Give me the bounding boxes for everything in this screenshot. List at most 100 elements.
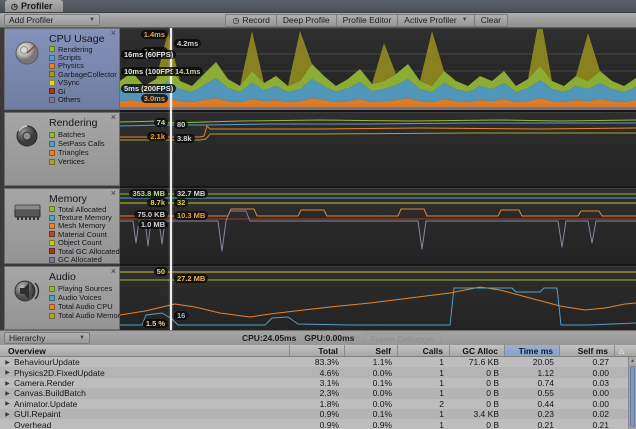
module-title: Rendering — [49, 117, 98, 129]
sort-order-icon[interactable]: △ — [618, 347, 625, 355]
column-header-self[interactable]: Self — [345, 345, 398, 356]
close-icon[interactable]: × — [110, 188, 116, 198]
gpu-time-readout: GPU:0.00ms — [304, 333, 355, 343]
legend-item[interactable]: Playing Sources — [49, 284, 119, 293]
frame-debugger-button[interactable]: Frame Debugger — [364, 332, 441, 344]
legend-item[interactable]: Vertices — [49, 157, 119, 166]
close-icon[interactable]: × — [110, 112, 116, 122]
module-rendering[interactable]: × Rendering Batches SetPass Calls Triangles V… — [4, 112, 120, 186]
legend-item[interactable]: GC Allocated — [49, 255, 119, 264]
column-header-overview[interactable]: Overview — [0, 345, 290, 356]
legend-label: Material Count — [58, 229, 107, 239]
row-time_ms-cell: 1.12 — [537, 367, 554, 378]
active-profiler-label: Active Profiler — [404, 15, 457, 25]
legend-color-swatch — [49, 62, 55, 69]
record-button[interactable]: ◷ Record — [226, 14, 277, 26]
current-frame-indicator[interactable] — [170, 28, 172, 330]
expand-arrow-icon[interactable]: ▶ — [5, 380, 10, 387]
legend-label: Rendering — [58, 44, 93, 54]
legend-item[interactable]: Gi — [49, 87, 119, 96]
value-label: 32 — [174, 198, 189, 207]
legend-item[interactable]: Total GC Allocated — [49, 246, 120, 256]
row-self-cell: 1.1% — [372, 357, 392, 368]
legend-item[interactable]: Triangles — [49, 148, 119, 157]
module-cpu[interactable]: × CPU Usage Rendering Scripts Physics Garbage… — [4, 28, 120, 110]
row-gc_alloc-cell: 0 B — [486, 367, 499, 378]
legend-item[interactable]: VSync — [49, 78, 119, 87]
expand-arrow-icon[interactable]: ▶ — [5, 359, 10, 366]
legend-item[interactable]: Scripts — [49, 53, 119, 62]
column-header-total[interactable]: Total — [290, 345, 345, 356]
scrollbar-thumb[interactable] — [630, 366, 635, 427]
expand-arrow-icon[interactable]: ▶ — [5, 390, 10, 397]
table-row[interactable]: ▶ Canvas.BuildBatch 2.3% 0.0% 1 0 B 0.55 0.00 — [0, 388, 628, 399]
rendering-chart[interactable]: 74 80 2.1k 3.8k — [120, 112, 636, 186]
close-icon[interactable]: × — [110, 266, 116, 276]
table-row[interactable]: ▶ Physics2D.FixedUpdate 4.6% 0.0% 1 0 B 1.12 0.… — [0, 367, 628, 378]
column-header-calls[interactable]: Calls — [398, 345, 450, 356]
table-row[interactable]: ▶ Camera.Render 3.1% 0.1% 1 0 B 0.74 0.03 — [0, 377, 628, 389]
row-calls-cell: 1 — [439, 367, 444, 378]
table-row[interactable]: Overhead 0.9% 0.9% 1 0 B 0.21 0.21 — [0, 419, 628, 429]
row-total-cell: 2.3% — [319, 388, 339, 399]
legend-color-swatch — [49, 214, 55, 221]
legend-item[interactable]: Batches — [49, 130, 119, 139]
add-profiler-dropdown[interactable]: Add Profiler ▼ — [4, 14, 100, 26]
module-memory[interactable]: × Memory Total Allocated Texture Memory Mesh… — [4, 188, 120, 264]
table-row[interactable]: ▶ Animator.Update 1.8% 0.0% 2 0 B 0.44 0.00 — [0, 398, 628, 410]
legend-item[interactable]: Mesh Memory — [49, 221, 119, 230]
value-label: 353.8 MB — [129, 189, 168, 198]
module-audio[interactable]: × Audio Playing Sources Audio Voices Total A… — [4, 266, 124, 330]
column-header-gc-alloc[interactable]: GC Alloc — [450, 345, 505, 356]
vertical-scrollbar[interactable]: ▲ — [628, 357, 636, 429]
table-body: ▶ BehaviourUpdate 83.3% 1.1% 1 71.6 KB 20.05 0.… — [0, 357, 628, 429]
legend-label: Batches — [58, 130, 86, 139]
rendering-icon — [12, 123, 44, 151]
column-header-time-ms[interactable]: Time ms — [505, 345, 560, 356]
legend-item[interactable]: Total Allocated — [49, 205, 119, 214]
expand-arrow-icon[interactable]: ▶ — [5, 411, 10, 418]
legend-item[interactable]: Rendering — [49, 44, 119, 54]
legend-item[interactable]: Total Audio CPU — [49, 302, 119, 311]
chevron-down-icon: ▼ — [461, 17, 468, 23]
clear-button[interactable]: Clear — [474, 14, 507, 26]
audio-chart[interactable]: 50 27.2 MB 16 1.5 % — [120, 266, 636, 330]
memory-chart[interactable]: 353.8 MB 32.7 MB 8.7k 32 75.0 KB 10.3 MB 1.0 M… — [120, 188, 636, 264]
expand-arrow-icon[interactable]: ▶ — [5, 401, 10, 408]
profiler-clock-icon: ◷ — [11, 1, 18, 11]
legend-item[interactable]: Physics — [49, 61, 119, 70]
hierarchy-dropdown[interactable]: Hierarchy ▼ — [4, 332, 90, 344]
row-calls-cell: 1 — [439, 419, 444, 429]
row-name: Camera.Render — [14, 378, 75, 389]
legend-item[interactable]: Material Count — [49, 229, 119, 239]
row-self-cell: 0.0% — [372, 367, 392, 378]
value-label: 32.7 MB — [174, 189, 209, 198]
legend-item[interactable]: GarbageCollector — [49, 70, 119, 79]
row-self_ms-cell: 0.00 — [592, 367, 609, 378]
legend-label: Total GC Allocated — [58, 246, 120, 256]
legend-item[interactable]: Others — [49, 95, 119, 104]
close-icon[interactable]: × — [110, 28, 116, 38]
expand-arrow-icon[interactable]: ▶ — [5, 370, 10, 377]
active-profiler-dropdown[interactable]: Active Profiler ▼ — [398, 14, 475, 26]
scroll-up-arrow-icon[interactable]: ▲ — [629, 357, 636, 365]
legend-color-swatch — [49, 149, 55, 156]
legend-color-swatch — [49, 256, 55, 263]
legend-item[interactable]: Audio Voices — [49, 293, 119, 302]
tab-profiler[interactable]: ◷ Profiler — [5, 0, 63, 12]
row-self-cell: 0.1% — [372, 409, 392, 420]
deep-profile-button[interactable]: Deep Profile — [276, 14, 337, 26]
table-row[interactable]: ▶ BehaviourUpdate 83.3% 1.1% 1 71.6 KB 20.05 0.… — [0, 357, 628, 368]
legend-item[interactable]: Object Count — [49, 238, 119, 247]
row-time_ms-cell: 0.55 — [537, 388, 554, 399]
column-header-self-ms[interactable]: Self ms — [560, 345, 615, 356]
table-row[interactable]: ▶ GUI.Repaint 0.9% 0.1% 1 3.4 KB 0.23 0.02 — [0, 409, 628, 420]
legend-item[interactable]: SetPass Calls — [49, 139, 119, 148]
legend-color-swatch — [49, 71, 55, 78]
legend-item[interactable]: Texture Memory — [49, 213, 119, 222]
legend-item[interactable]: Total Audio Memory — [49, 311, 124, 320]
profile-editor-button[interactable]: Profile Editor — [336, 14, 399, 26]
row-self_ms-cell: 0.02 — [592, 409, 609, 420]
